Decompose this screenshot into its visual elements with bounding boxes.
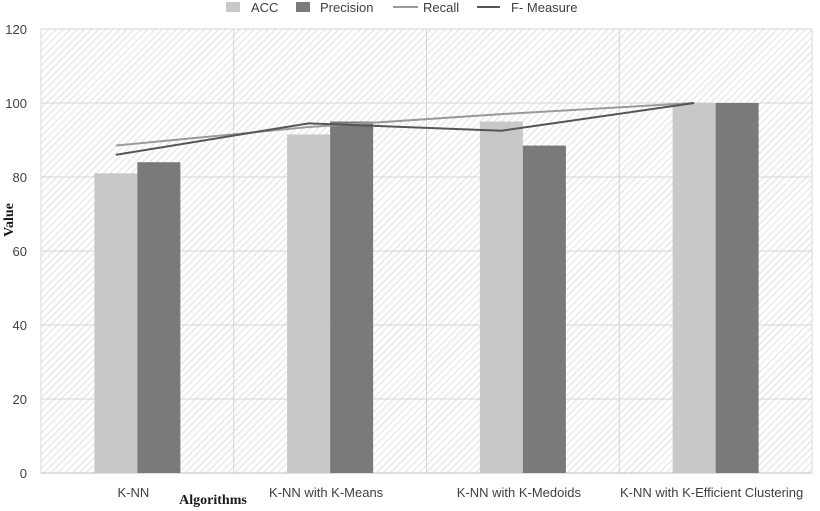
- bar-acc-3: [672, 103, 716, 473]
- legend-swatch-precision: [296, 2, 310, 12]
- bar-acc-2: [479, 121, 523, 473]
- legend-label-fmeasure: F- Measure: [511, 0, 577, 15]
- y-tick-label: 100: [5, 96, 27, 111]
- bar-acc-1: [287, 134, 331, 473]
- x-tick-label: K-NN with K-Means: [269, 485, 384, 500]
- bar-acc-0: [94, 173, 138, 474]
- x-axis-ticks: K-NN K-NN with K-Means K-NN with K-Medoids…: [117, 485, 803, 500]
- bar-precision-0: [137, 162, 181, 473]
- bar-precision-1: [330, 121, 374, 473]
- x-tick-label: K-NN with K-Efficient Clustering: [620, 485, 803, 500]
- y-tick-label: 20: [13, 392, 27, 407]
- legend-swatch-acc: [226, 2, 240, 12]
- x-axis-title: Algorithms: [179, 493, 247, 508]
- legend-label-precision: Precision: [320, 0, 373, 15]
- y-tick-label: 60: [13, 244, 27, 259]
- y-tick-label: 0: [20, 466, 27, 481]
- y-axis-title: Value: [2, 203, 17, 237]
- legend-label-recall: Recall: [423, 0, 459, 15]
- bars: [94, 103, 759, 474]
- line-recall: [115, 102, 695, 147]
- y-axis-ticks: 0 20 40 60 80 100 120: [5, 22, 27, 481]
- y-tick-label: 40: [13, 318, 27, 333]
- line-f-measure: [115, 102, 695, 156]
- y-tick-label: 80: [13, 170, 27, 185]
- x-tick-label: K-NN with K-Medoids: [457, 485, 582, 500]
- bar-precision-3: [715, 103, 759, 473]
- lines: [115, 102, 695, 156]
- x-tick-label: K-NN: [117, 485, 149, 500]
- legend: ACC Precision Recall F- Measure: [226, 0, 577, 15]
- y-tick-label: 120: [5, 22, 27, 37]
- bar-precision-2: [522, 145, 566, 474]
- legend-label-acc: ACC: [251, 0, 278, 15]
